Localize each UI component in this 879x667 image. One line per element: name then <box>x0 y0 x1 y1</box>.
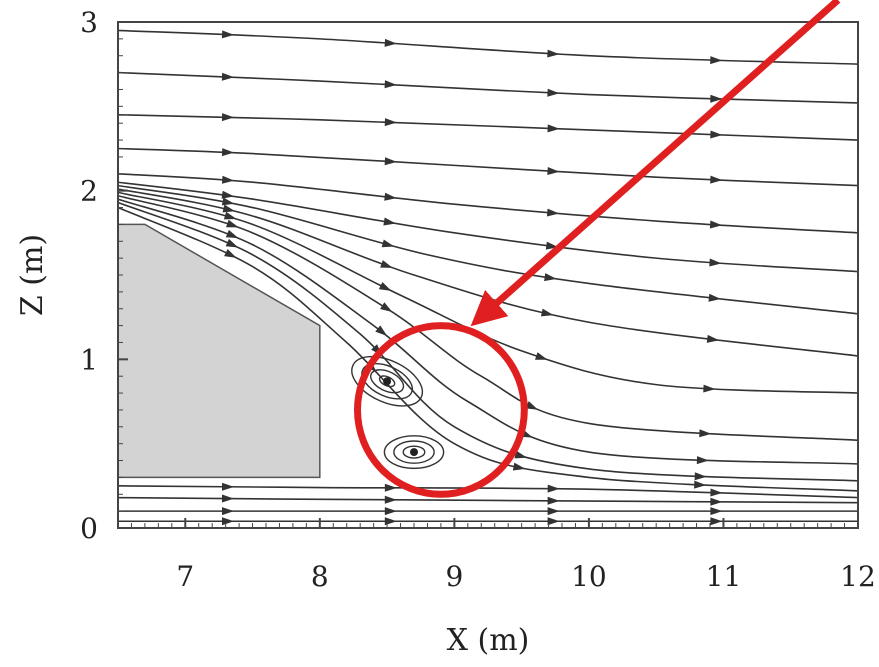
streamline-arrow <box>222 507 234 516</box>
streamline-arrow <box>380 302 393 313</box>
streamline-arrow <box>384 80 397 89</box>
streamline-arrow <box>375 325 388 337</box>
vortex-0-ring-2 <box>370 369 405 394</box>
streamline-arrow <box>709 220 723 229</box>
vortex-1-ring-0 <box>383 435 445 470</box>
streamline-arrow <box>547 484 560 493</box>
vortex-0-ring-1 <box>361 362 413 400</box>
streamline-arrow <box>384 507 397 516</box>
streamline-arrow <box>710 56 723 65</box>
streamline-arrow <box>699 429 712 438</box>
streamline-arrow <box>221 113 235 122</box>
vortex-1-ring-2 <box>402 445 426 459</box>
streamline-arrow <box>222 204 236 213</box>
streamline-arrow <box>540 308 554 317</box>
streamline-arrow <box>222 517 234 526</box>
streamline-arrow <box>221 482 235 491</box>
streamline-arrow <box>221 175 235 184</box>
streamline-arrow <box>547 49 560 58</box>
streamline-arrow <box>710 517 723 526</box>
streamline-arrow <box>380 260 393 268</box>
vortex-0-core <box>383 377 392 386</box>
streamline-12 <box>118 206 858 492</box>
y-tick-label-0: 0 <box>80 512 98 545</box>
streamline-arrow <box>514 450 528 459</box>
streamline-arrow <box>547 124 560 133</box>
streamline-14 <box>118 496 858 504</box>
plot-area <box>118 29 858 526</box>
streamline-9 <box>118 194 858 442</box>
streamline-arrow <box>547 507 560 516</box>
streamline-arrow <box>221 190 235 199</box>
streamline-arrow <box>547 517 560 526</box>
streamline-arrow <box>710 507 723 516</box>
streamline-arrow <box>384 495 397 504</box>
x-tick-label-2: 9 <box>445 560 463 593</box>
streamline-arrow <box>710 488 723 497</box>
annotation-ellipse <box>353 322 528 498</box>
vortex-0-ring-3 <box>378 375 396 388</box>
vortex-1-ring-1 <box>393 440 435 464</box>
streamline-arrow <box>694 480 707 489</box>
y-tick-label-2: 2 <box>80 175 98 208</box>
streamline-arrow <box>547 167 560 176</box>
obstacle-shape <box>118 223 321 479</box>
streamline-arrow <box>547 496 560 505</box>
streamline-arrow <box>384 483 397 492</box>
streamline-arrow <box>534 352 548 360</box>
streamline-arrow <box>384 517 397 526</box>
streamline-arrow <box>547 88 560 97</box>
y-axis-label: Z (m) <box>15 234 50 316</box>
x-tick-label-0: 7 <box>176 560 194 593</box>
streamline-arrow <box>226 219 239 228</box>
streamline-arrow <box>381 239 395 248</box>
y-tick-label-1: 1 <box>80 343 98 376</box>
x-tick-label-3: 10 <box>571 560 607 593</box>
streamline-arrow <box>383 217 396 226</box>
y-tick-label-3: 3 <box>80 6 98 39</box>
streamline-arrow <box>221 148 235 157</box>
streamline-arrow <box>221 494 234 503</box>
streamline-arrow <box>384 118 397 127</box>
streamline-arrow <box>384 192 397 201</box>
streamline-10 <box>118 198 858 465</box>
streamline-arrow <box>384 157 397 166</box>
streamline-arrow <box>710 130 723 139</box>
streamline-0 <box>118 29 858 65</box>
streamline-arrow <box>710 94 723 103</box>
streamline-arrow <box>384 38 397 47</box>
streamline-arrow <box>221 197 235 206</box>
streamline-arrow <box>546 208 560 217</box>
streamline-arrow <box>525 401 539 410</box>
x-axis-label: X (m) <box>447 623 530 658</box>
streamline-arrow <box>223 211 237 220</box>
streamline-arrow <box>512 462 526 471</box>
vortex-0-ring-0 <box>351 355 424 407</box>
streamline-arrow <box>544 273 557 282</box>
streamline-arrow <box>706 334 720 343</box>
streamline-arrow <box>225 238 239 248</box>
streamline-arrow <box>694 472 707 481</box>
annotation-arrow <box>470 0 841 327</box>
streamline-arrow <box>225 229 239 239</box>
vortex-1-core <box>410 448 418 457</box>
streamline-arrow <box>703 384 716 393</box>
x-tick-label-1: 8 <box>311 560 329 593</box>
streamline-arrow <box>378 282 392 291</box>
streamline-arrow <box>710 175 723 184</box>
streamline-1 <box>118 71 858 104</box>
streamline-arrow <box>696 456 709 465</box>
streamline-arrow <box>708 293 721 302</box>
streamline-arrow <box>221 30 235 39</box>
streamline-2 <box>118 113 858 141</box>
streamline-arrow <box>709 258 722 267</box>
streamline-arrow <box>221 72 235 81</box>
x-tick-label-4: 11 <box>706 560 742 593</box>
streamline-arrow <box>710 497 723 506</box>
x-tick-label-5: 12 <box>840 560 876 593</box>
streamline-arrow <box>224 248 237 258</box>
